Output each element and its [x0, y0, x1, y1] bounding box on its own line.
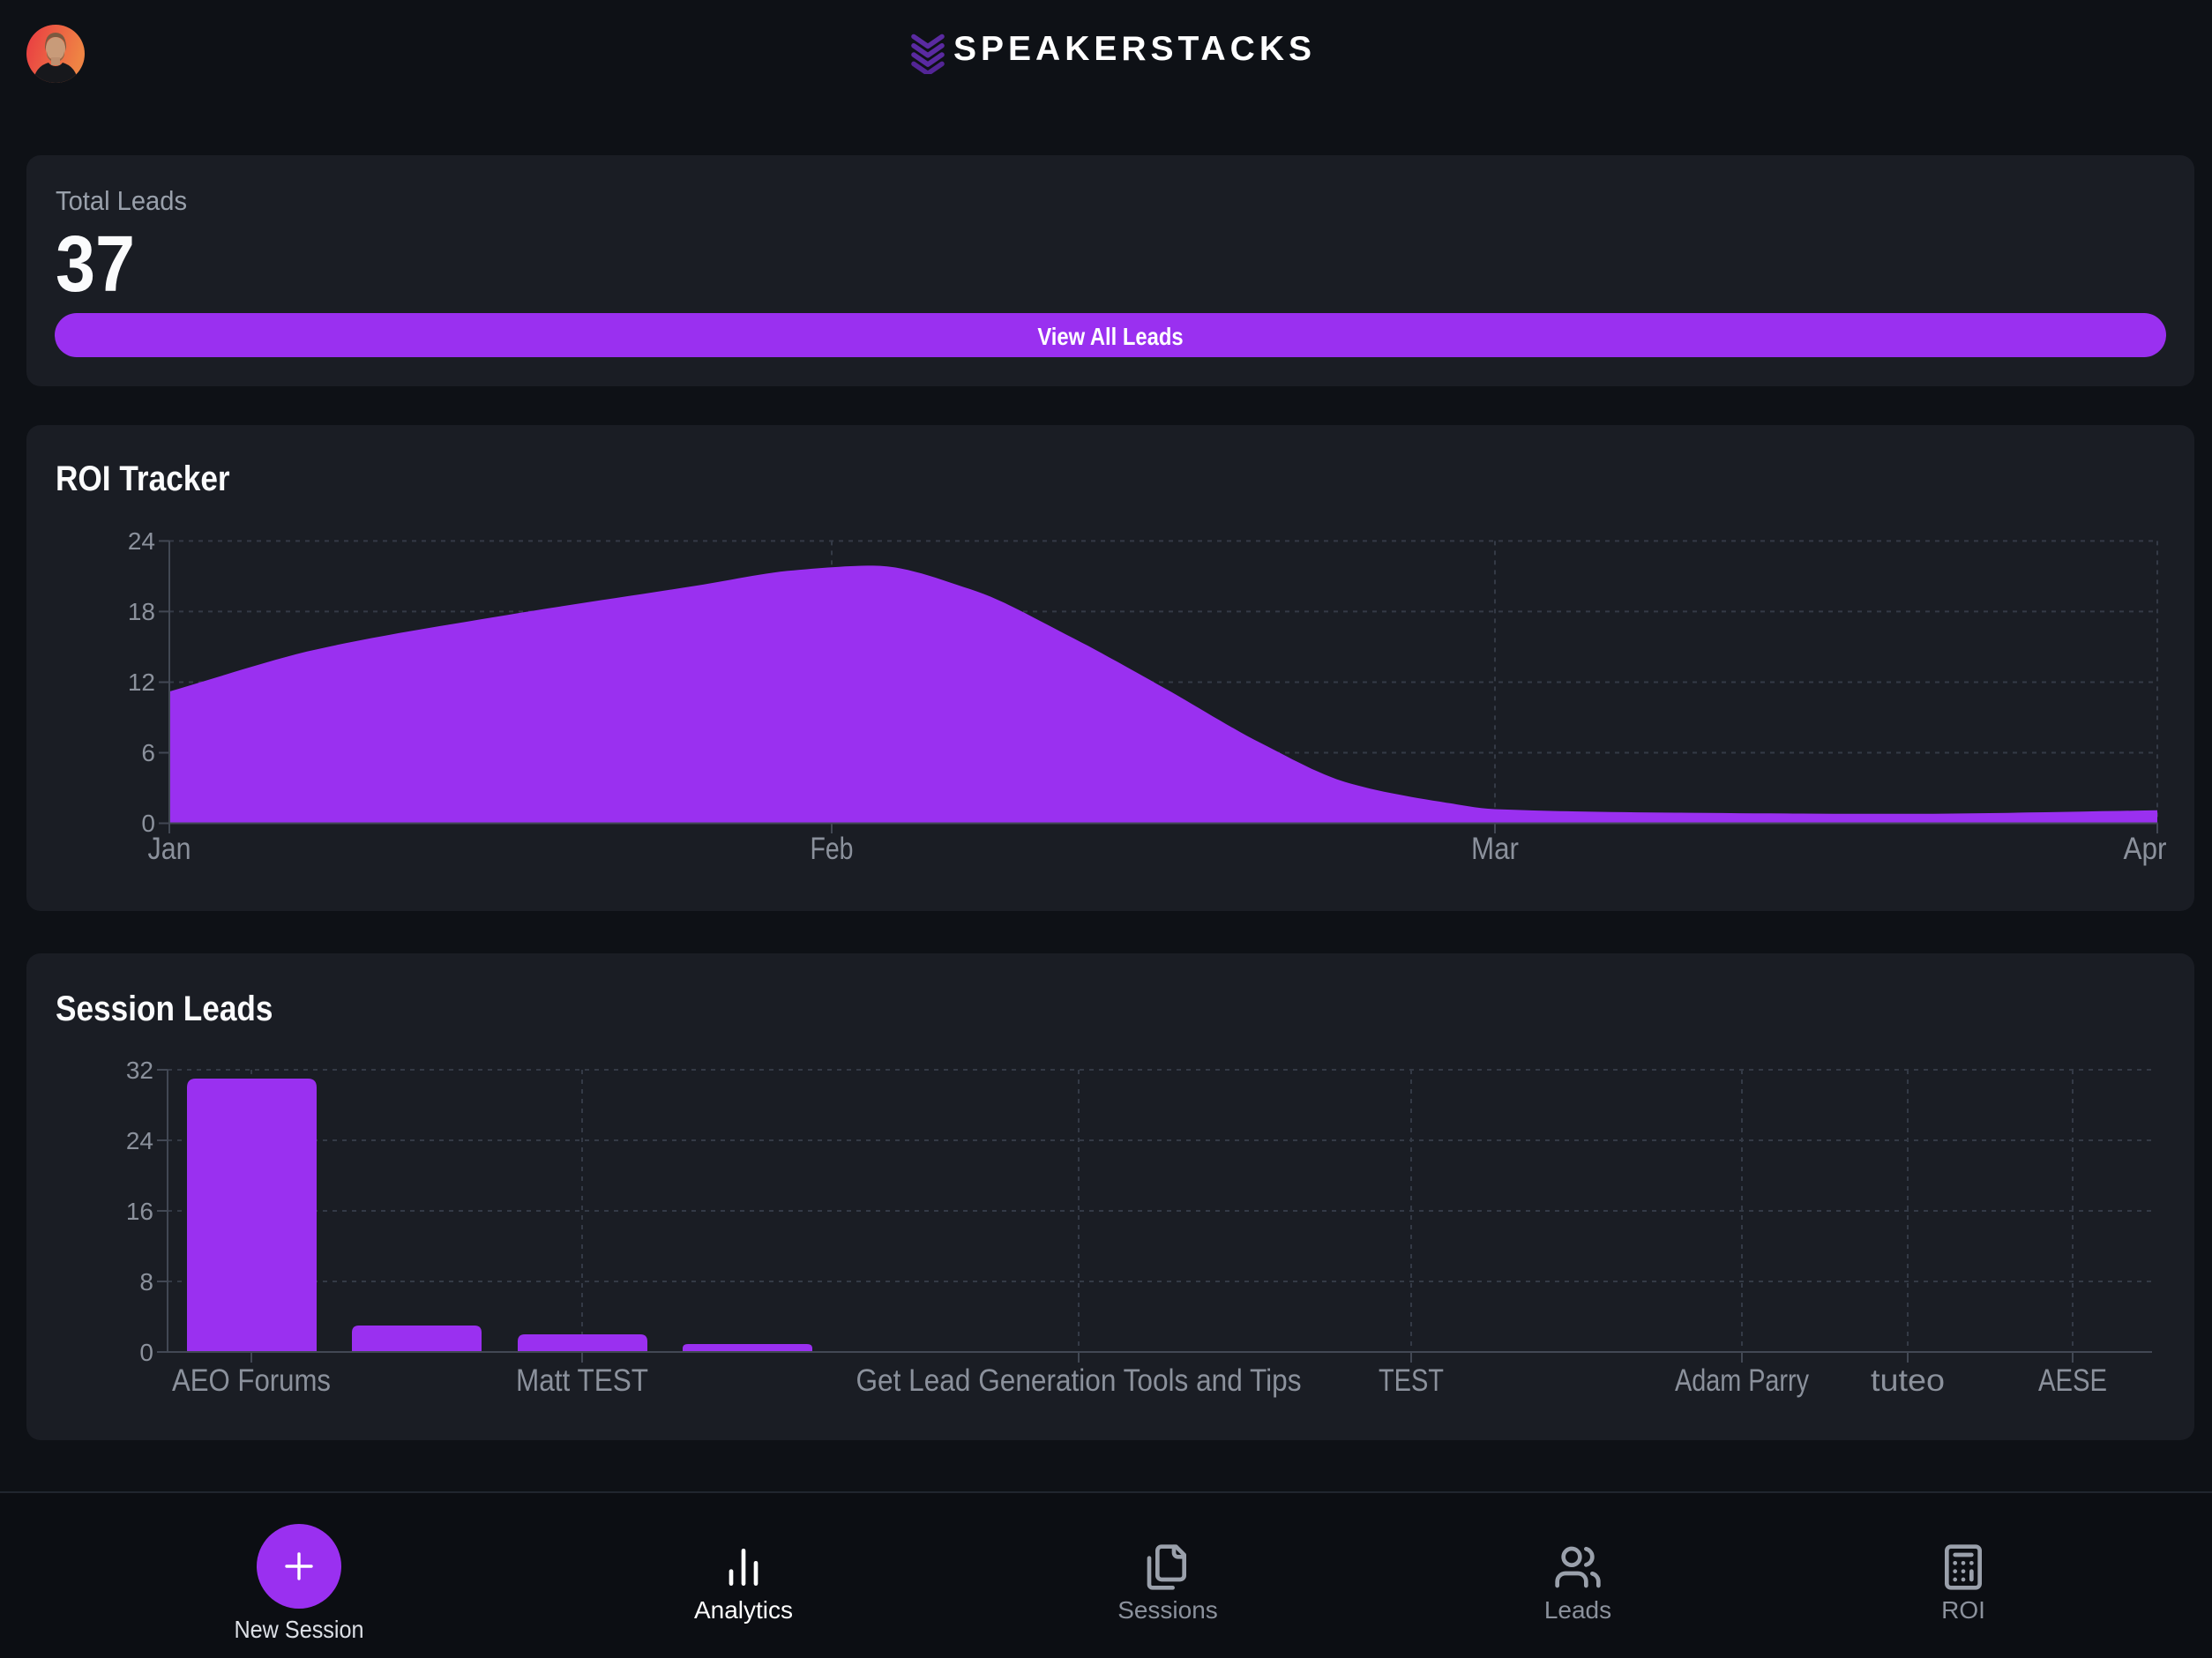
- svg-text:Jan: Jan: [148, 832, 191, 866]
- svg-text:8: 8: [139, 1268, 153, 1296]
- svg-text:16: 16: [126, 1198, 153, 1225]
- svg-text:Feb: Feb: [811, 832, 854, 866]
- svg-text:24: 24: [126, 1127, 153, 1154]
- svg-text:0: 0: [139, 1339, 153, 1366]
- svg-text:Apr: Apr: [2124, 832, 2167, 866]
- svg-text:18: 18: [128, 598, 155, 625]
- svg-text:AEO Forums: AEO Forums: [172, 1363, 331, 1398]
- svg-text:24: 24: [128, 527, 155, 555]
- svg-text:Mar: Mar: [1471, 832, 1519, 866]
- svg-text:tuteo: tuteo: [1871, 1363, 1945, 1398]
- svg-text:TEST: TEST: [1379, 1363, 1444, 1398]
- svg-text:AESE: AESE: [2038, 1363, 2107, 1398]
- svg-text:12: 12: [128, 668, 155, 696]
- svg-text:6: 6: [141, 739, 155, 766]
- svg-text:Matt TEST: Matt TEST: [516, 1363, 648, 1398]
- svg-text:0: 0: [141, 810, 155, 837]
- svg-text:Get Lead Generation Tools and: Get Lead Generation Tools and Tips: [856, 1363, 1302, 1398]
- svg-text:32: 32: [126, 1057, 153, 1084]
- svg-text:Adam Parry: Adam Parry: [1675, 1363, 1809, 1398]
